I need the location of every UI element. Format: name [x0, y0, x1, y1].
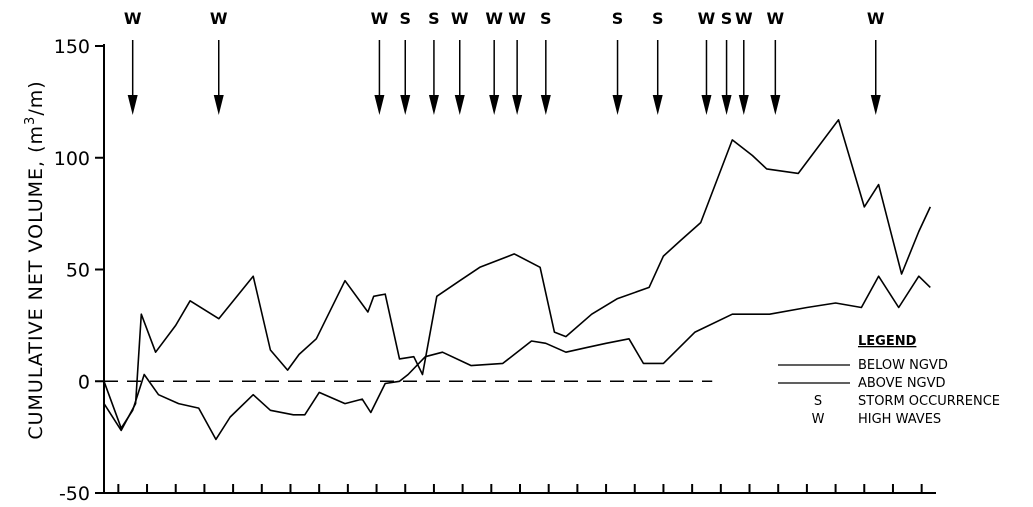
event-arrow-head [127, 95, 138, 115]
event-marker-label: W [124, 9, 142, 28]
legend-label-above-ngvd: ABOVE NGVD [858, 376, 946, 391]
event-arrow-head [540, 95, 551, 115]
event-marker-label: S [721, 9, 733, 28]
storm-marker: S [612, 9, 624, 115]
x-ticks [117, 484, 923, 493]
event-arrow-head [652, 95, 663, 115]
event-arrow-head [770, 95, 781, 115]
series-line-below-ngvd [103, 119, 932, 432]
event-marker-label: W [698, 9, 716, 28]
high-waves-marker: W [371, 9, 389, 115]
event-arrow-head [213, 95, 224, 115]
legend-label-high-waves: HIGH WAVES [858, 412, 941, 427]
y-tick-label: -50 [59, 483, 90, 505]
event-marker-label: S [399, 9, 411, 28]
event-marker-label: W [767, 9, 785, 28]
event-arrow-head [374, 95, 385, 115]
y-axis-label-tail: /m) [25, 80, 47, 115]
storm-marker: S [428, 9, 440, 115]
y-tick-label: 100 [54, 148, 90, 170]
event-arrow-head [400, 95, 411, 115]
series-line-above-ngvd [103, 275, 931, 441]
high-waves-marker: W [451, 9, 469, 115]
high-waves-marker: W [210, 9, 228, 115]
series [103, 119, 932, 441]
event-arrow-head [454, 95, 465, 115]
high-waves-marker: W [508, 9, 526, 115]
high-waves-marker: W [124, 9, 142, 115]
event-arrow-head [428, 95, 439, 115]
event-marker-label: W [451, 9, 469, 28]
high-waves-marker: W [698, 9, 716, 115]
axes: -50 0 50 100 150 [54, 36, 936, 505]
event-marker-label: W [371, 9, 389, 28]
event-marker-label: S [652, 9, 664, 28]
event-marker-label: S [612, 9, 624, 28]
event-arrow-head [612, 95, 623, 115]
event-arrow-head [738, 95, 749, 115]
event-arrow-head [489, 95, 500, 115]
event-marker-label: W [867, 9, 885, 28]
event-arrow-head [512, 95, 523, 115]
legend-title: LEGEND [858, 334, 917, 349]
event-marker-label: S [540, 9, 552, 28]
high-waves-marker: W [867, 9, 885, 115]
event-marker-label: W [210, 9, 228, 28]
y-axis-label: CUMULATIVE NET VOLUME, (m3/m) [23, 80, 47, 439]
y-tick-label: 0 [78, 371, 90, 393]
storm-marker: S [652, 9, 664, 115]
y-ticks: -50 0 50 100 150 [54, 36, 104, 505]
event-arrow-head [870, 95, 881, 115]
legend-symbol-high-waves: W [812, 412, 825, 427]
legend-symbol-storm: S [814, 394, 822, 409]
y-axis-label-main: CUMULATIVE NET VOLUME, (m [25, 125, 47, 440]
storm-marker: S [540, 9, 552, 115]
y-tick-label: 50 [66, 260, 90, 282]
event-marker-label: W [735, 9, 753, 28]
y-tick-label: 150 [54, 36, 90, 58]
storm-marker: S [721, 9, 733, 115]
legend-label-below-ngvd: BELOW NGVD [858, 358, 948, 373]
event-arrow-head [701, 95, 712, 115]
storm-marker: S [399, 9, 411, 115]
high-waves-marker: W [735, 9, 753, 115]
y-axis-label-superscript: 3 [23, 116, 38, 125]
event-arrow-head [721, 95, 732, 115]
event-marker-label: W [508, 9, 526, 28]
event-marker-label: S [428, 9, 440, 28]
legend: LEGEND BELOW NGVD ABOVE NGVD S STORM OCC… [778, 334, 1000, 427]
high-waves-marker: W [767, 9, 785, 115]
event-marker-label: W [485, 9, 503, 28]
high-waves-marker: W [485, 9, 503, 115]
legend-label-storm: STORM OCCURRENCE [858, 394, 1000, 409]
